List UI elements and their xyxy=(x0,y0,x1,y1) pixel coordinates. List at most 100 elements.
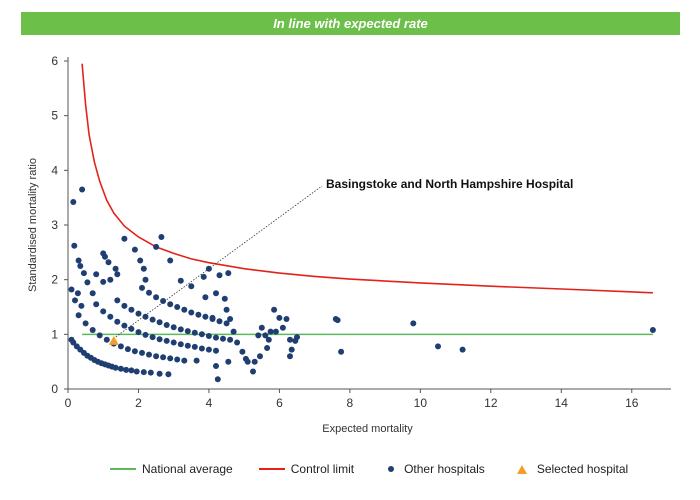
data-points xyxy=(68,186,656,383)
data-point-other-hospital xyxy=(338,348,345,355)
data-point-other-hospital xyxy=(139,284,145,291)
legend-item-national-average: National average xyxy=(110,462,233,476)
x-tick-label: 10 xyxy=(414,396,428,410)
data-point-other-hospital xyxy=(258,324,265,331)
y-tick-label: 4 xyxy=(51,163,58,177)
data-point-other-hospital xyxy=(184,342,191,349)
data-point-other-hospital xyxy=(89,290,96,297)
data-point-other-hospital xyxy=(82,320,89,327)
data-point-other-hospital xyxy=(142,313,149,320)
legend-line-swatch xyxy=(258,468,285,470)
data-point-other-hospital xyxy=(167,257,174,264)
data-point-other-hospital xyxy=(170,324,177,331)
data-point-other-hospital xyxy=(68,286,75,293)
data-point-other-hospital xyxy=(105,259,112,266)
data-point-other-hospital xyxy=(112,364,119,371)
data-point-other-hospital xyxy=(84,279,91,286)
data-point-other-hospital xyxy=(264,345,271,351)
data-point-other-hospital xyxy=(276,314,283,321)
data-point-other-hospital xyxy=(140,265,147,272)
data-point-other-hospital xyxy=(288,346,295,353)
data-point-other-hospital xyxy=(265,336,272,343)
data-point-other-hospital xyxy=(160,354,167,361)
data-point-other-hospital xyxy=(146,351,152,358)
data-point-other-hospital xyxy=(137,257,144,264)
data-point-other-hospital xyxy=(198,331,205,338)
y-tick-label: 1 xyxy=(51,327,58,341)
control-limit-curve xyxy=(81,63,653,294)
data-point-other-hospital xyxy=(117,343,124,350)
data-point-other-hospital xyxy=(128,306,135,313)
data-point-other-hospital xyxy=(649,327,656,333)
data-point-other-hospital xyxy=(202,294,209,301)
data-point-other-hospital xyxy=(147,369,154,376)
x-tick-label: 16 xyxy=(625,396,639,410)
data-point-other-hospital xyxy=(191,343,198,350)
data-point-other-hospital xyxy=(114,271,121,278)
data-point-other-hospital xyxy=(225,270,232,277)
data-point-other-hospital xyxy=(200,273,207,280)
legend-label: National average xyxy=(142,462,233,476)
data-point-other-hospital xyxy=(121,302,128,309)
data-point-other-hospital xyxy=(80,270,87,277)
data-point-other-hospital xyxy=(271,306,278,313)
data-point-other-hospital xyxy=(78,302,85,309)
data-point-other-hospital xyxy=(216,318,223,325)
data-point-other-hospital xyxy=(177,326,184,333)
legend-item-other-hospitals: Other hospitals xyxy=(380,462,485,476)
data-point-other-hospital xyxy=(79,186,86,193)
data-point-other-hospital xyxy=(257,353,263,360)
data-point-other-hospital xyxy=(230,328,237,335)
data-point-other-hospital xyxy=(184,328,191,335)
legend-item-selected-hospital: Selected hospital xyxy=(511,462,628,476)
data-point-other-hospital xyxy=(103,336,110,343)
data-point-other-hospital xyxy=(287,336,293,343)
data-point-other-hospital xyxy=(255,332,262,339)
annotation-label: Basingstoke and North Hampshire Hospital xyxy=(326,177,573,191)
data-point-other-hospital xyxy=(435,343,441,350)
data-point-other-hospital xyxy=(227,316,234,322)
data-point-other-hospital xyxy=(74,290,81,297)
data-point-other-hospital xyxy=(250,368,256,375)
data-point-other-hospital xyxy=(149,316,156,323)
data-point-other-hospital xyxy=(223,320,230,327)
data-point-other-hospital xyxy=(205,333,212,339)
data-point-other-hospital xyxy=(142,331,149,338)
data-point-other-hospital xyxy=(205,346,212,353)
data-point-other-hospital xyxy=(156,319,163,326)
data-point-other-hospital xyxy=(153,294,160,301)
data-point-other-hospital xyxy=(181,306,188,313)
data-point-other-hospital xyxy=(89,327,96,333)
data-point-other-hospital xyxy=(459,346,466,353)
data-point-other-hospital xyxy=(216,272,223,279)
data-point-other-hospital xyxy=(72,297,78,304)
data-point-other-hospital xyxy=(114,318,121,325)
data-point-other-hospital xyxy=(156,370,163,377)
data-point-other-hospital xyxy=(135,310,142,317)
data-point-other-hospital xyxy=(234,339,241,346)
data-point-other-hospital xyxy=(209,316,216,322)
data-point-other-hospital xyxy=(77,263,84,269)
legend-line-swatch xyxy=(110,468,136,470)
data-point-other-hospital xyxy=(410,320,417,327)
data-point-other-hospital xyxy=(93,301,100,308)
data-point-other-hospital xyxy=(294,334,300,341)
data-point-other-hospital xyxy=(160,298,167,304)
data-point-other-hospital xyxy=(279,324,286,331)
annotation-leader-line xyxy=(115,185,323,338)
y-tick-label: 3 xyxy=(51,218,58,232)
chart-legend: National average Control limit Other hos… xyxy=(110,459,690,479)
data-point-other-hospital xyxy=(214,376,221,383)
x-tick-label: 6 xyxy=(276,396,283,410)
data-point-other-hospital xyxy=(71,242,78,249)
data-point-other-hospital xyxy=(107,276,114,283)
data-point-other-hospital xyxy=(70,199,77,205)
x-tick-label: 4 xyxy=(206,396,213,410)
data-point-other-hospital xyxy=(181,357,188,364)
data-point-other-hospital xyxy=(191,329,198,336)
data-point-other-hospital xyxy=(267,328,274,335)
x-tick-label: 8 xyxy=(347,396,354,410)
data-point-other-hospital xyxy=(140,369,147,376)
data-point-other-hospital xyxy=(142,276,149,283)
